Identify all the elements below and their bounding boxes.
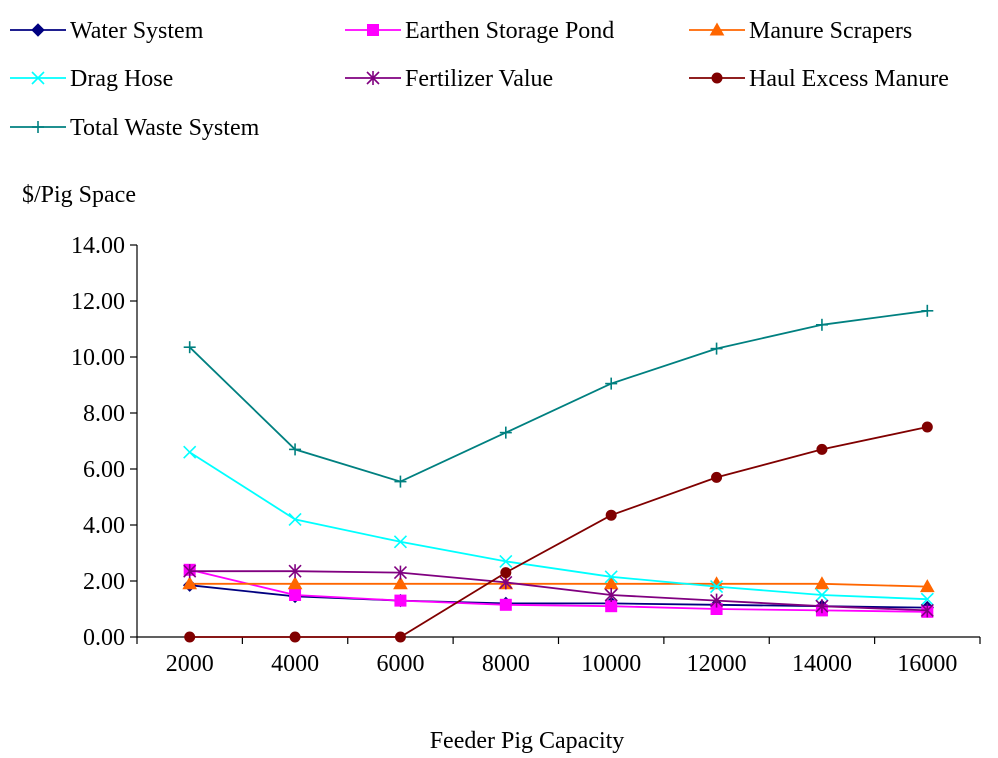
- legend-item-drag-hose: Drag Hose: [10, 66, 173, 92]
- y-tick-label: 0.00: [83, 625, 125, 651]
- data-point-total-waste-system: [289, 443, 302, 456]
- data-point-earthen-storage-pond: [499, 598, 512, 611]
- y-tick-label: 6.00: [83, 457, 125, 483]
- data-point-haul-excess-manure: [605, 509, 617, 521]
- data-point-fertilizer-value: [183, 564, 197, 579]
- data-point-drag-hose: [499, 554, 513, 568]
- legend-label: Drag Hose: [70, 66, 173, 92]
- x-tick-label: 8000: [482, 651, 530, 677]
- legend-label: Haul Excess Manure: [749, 66, 949, 92]
- legend-item-water-system: Water System: [10, 18, 204, 44]
- data-point-fertilizer-value: [393, 565, 408, 580]
- y-tick-label: 8.00: [83, 401, 125, 427]
- x-tick-label: 14000: [792, 651, 852, 677]
- data-point-drag-hose: [920, 592, 934, 606]
- data-point-earthen-storage-pond: [394, 594, 407, 607]
- legend-label: Manure Scrapers: [749, 18, 912, 44]
- y-tick-label: 2.00: [83, 569, 125, 595]
- legend-marker: [711, 72, 723, 84]
- data-point-drag-hose: [709, 580, 724, 594]
- axes: 0.00 2.00 4.00 6.00 8.00 10.00 12.00 14.00 2000 4…: [71, 233, 981, 677]
- legend-marker: [366, 71, 380, 85]
- series-line-total-waste-system: [189, 309, 928, 483]
- x-tick-label: 6000: [376, 651, 424, 677]
- data-point-haul-excess-manure: [394, 631, 406, 643]
- data-point-manure-scrapers: [287, 576, 303, 590]
- x-tick-label: 10000: [581, 651, 641, 677]
- data-point-total-waste-system: [921, 304, 934, 317]
- data-point-drag-hose: [604, 570, 618, 584]
- data-point-haul-excess-manure: [921, 421, 933, 433]
- legend-item-manure-scrapers: Manure Scrapers: [689, 18, 912, 44]
- legend-item-haul-excess-manure: Haul Excess Manure: [689, 66, 949, 92]
- data-point-drag-hose: [393, 535, 408, 549]
- y-tick-label: 4.00: [83, 513, 125, 539]
- legend-item-total-waste-system: Total Waste System: [10, 115, 260, 141]
- data-point-haul-excess-manure: [711, 471, 723, 483]
- data-point-fertilizer-value: [815, 599, 829, 614]
- data-point-manure-scrapers: [393, 576, 408, 590]
- legend-item-fertilizer-value: Fertilizer Value: [345, 66, 553, 92]
- legend-item-earthen-storage-pond: Earthen Storage Pond: [345, 18, 614, 44]
- data-point-haul-excess-manure: [184, 631, 196, 643]
- y-tick-label: 14.00: [71, 233, 125, 259]
- series-drag-hose: [183, 445, 934, 606]
- series-line-haul-excess-manure: [189, 426, 928, 638]
- x-axis-title: Feeder Pig Capacity: [430, 728, 625, 753]
- x-tick-label: 12000: [687, 651, 747, 677]
- series-layer: [182, 304, 935, 643]
- data-point-haul-excess-manure: [289, 631, 301, 643]
- series-fertilizer-value: [183, 564, 934, 618]
- data-point-manure-scrapers: [919, 579, 935, 593]
- data-point-total-waste-system: [815, 318, 828, 331]
- data-point-earthen-storage-pond: [605, 600, 618, 613]
- legend-marker: [709, 22, 725, 36]
- data-point-haul-excess-manure: [816, 443, 828, 455]
- series-line-fertilizer-value: [189, 570, 928, 612]
- data-point-earthen-storage-pond: [289, 589, 302, 601]
- data-point-total-waste-system: [183, 341, 196, 354]
- data-point-total-waste-system: [394, 475, 407, 488]
- data-point-manure-scrapers: [814, 576, 830, 590]
- series-line-earthen-storage-pond: [189, 568, 928, 613]
- x-tick-label: 4000: [271, 651, 319, 677]
- data-point-total-waste-system: [710, 342, 723, 355]
- data-point-fertilizer-value: [604, 588, 618, 602]
- legend-label: Total Waste System: [70, 115, 260, 141]
- series-line-drag-hose: [189, 451, 928, 601]
- data-point-haul-excess-manure: [500, 567, 512, 579]
- data-point-fertilizer-value: [920, 603, 934, 618]
- legend-marker: [32, 121, 44, 133]
- data-point-total-waste-system: [499, 426, 512, 439]
- y-tick-label: 10.00: [71, 345, 125, 371]
- legend-marker: [31, 23, 45, 37]
- legend-label: Earthen Storage Pond: [405, 18, 614, 44]
- series-total-waste-system: [183, 304, 934, 488]
- legend-label: Fertilizer Value: [405, 66, 553, 92]
- data-point-fertilizer-value: [288, 564, 302, 579]
- data-point-drag-hose: [815, 588, 829, 602]
- legend-marker: [367, 24, 379, 36]
- series-line-manure-scrapers: [189, 582, 928, 588]
- series-haul-excess-manure: [184, 421, 933, 643]
- y-axis-title: $/Pig Space: [22, 182, 136, 208]
- x-tick-label: 16000: [897, 651, 957, 677]
- data-point-drag-hose: [183, 445, 197, 459]
- data-point-drag-hose: [288, 512, 302, 526]
- data-point-fertilizer-value: [709, 593, 724, 608]
- y-tick-label: 12.00: [71, 289, 125, 315]
- legend: Water System Earthen Storage Pond Manure S…: [10, 18, 949, 141]
- legend-label: Water System: [70, 18, 204, 44]
- data-point-manure-scrapers: [182, 576, 198, 590]
- legend-marker: [31, 71, 45, 85]
- x-tick-label: 2000: [166, 651, 214, 677]
- data-point-total-waste-system: [605, 377, 618, 390]
